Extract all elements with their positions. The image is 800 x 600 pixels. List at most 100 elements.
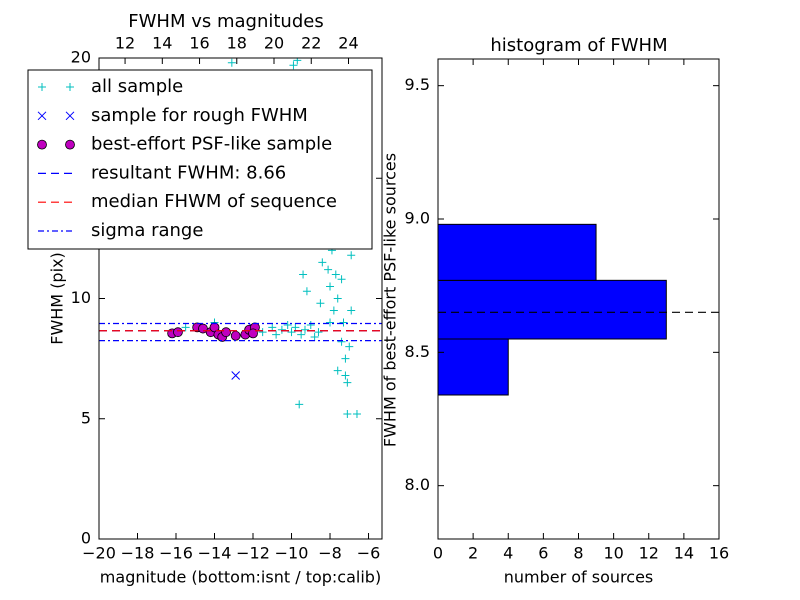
x-tick-label: −16 <box>159 544 193 563</box>
x-tick-label: 0 <box>433 544 443 563</box>
x-tick-label: 2 <box>468 544 478 563</box>
legend-label: median FHWM of sequence <box>91 191 337 212</box>
point <box>341 371 350 380</box>
point <box>347 306 356 315</box>
legend-label: resultant FWHM: 8.66 <box>91 162 286 183</box>
point <box>343 409 352 418</box>
point <box>324 265 333 274</box>
plot-layer <box>438 223 719 396</box>
y-tick-label: 8.5 <box>405 342 430 361</box>
point <box>283 320 292 329</box>
point <box>329 306 338 315</box>
point <box>345 342 354 351</box>
point <box>337 275 346 284</box>
point <box>310 332 319 341</box>
point <box>297 330 306 339</box>
point <box>293 58 302 65</box>
x-tick-label: −12 <box>236 544 270 563</box>
point <box>337 337 346 346</box>
hist-bar <box>438 223 597 281</box>
point <box>299 270 308 279</box>
legend-marker <box>65 139 75 150</box>
x-tick-label: −18 <box>121 544 155 563</box>
x2-tick-label: 22 <box>301 34 321 53</box>
point <box>331 270 340 279</box>
x-tick-label: 14 <box>674 544 694 563</box>
x-tick-label: 10 <box>603 544 623 563</box>
point <box>181 323 190 332</box>
chart-title: FWHM vs magnitudes <box>128 11 323 32</box>
point <box>333 294 342 303</box>
x-tick-label: 4 <box>503 544 513 563</box>
point <box>231 371 241 380</box>
legend-label: all sample <box>91 76 183 97</box>
point <box>230 330 241 341</box>
x-tick-label: −14 <box>198 544 232 563</box>
chart-title: histogram of FWHM <box>490 35 667 56</box>
point <box>272 330 281 339</box>
point <box>287 328 296 337</box>
legend-label: sigma range <box>91 220 203 241</box>
legend-marker <box>65 111 75 121</box>
point <box>291 323 300 332</box>
point <box>302 287 311 296</box>
point <box>221 327 231 338</box>
x2-tick-label: 20 <box>264 34 284 53</box>
x2-tick-label: 24 <box>338 34 358 53</box>
point <box>277 325 286 334</box>
x2-tick-label: 14 <box>152 34 172 53</box>
y-tick-label: 0 <box>81 529 91 548</box>
x-tick-label: −6 <box>357 544 381 563</box>
point <box>289 61 298 70</box>
point <box>339 318 348 327</box>
x-tick-label: −10 <box>275 544 309 563</box>
point <box>258 328 267 337</box>
y-tick-label: 5 <box>81 408 91 427</box>
x-tick-label: 8 <box>573 544 583 563</box>
y-tick-label: 8.0 <box>405 475 430 494</box>
legend-marker <box>37 111 47 121</box>
point <box>227 58 236 67</box>
point <box>326 318 335 327</box>
plot-layer <box>99 58 382 418</box>
point <box>314 328 323 337</box>
x-tick-label: −8 <box>318 544 342 563</box>
y-tick-label: 20 <box>71 48 91 67</box>
x-tick-label: 16 <box>709 544 729 563</box>
legend-box <box>27 69 373 250</box>
point <box>352 409 361 418</box>
point <box>318 258 327 267</box>
y-axis-label: FWHM (pix) <box>48 252 67 345</box>
x2-tick-label: 18 <box>227 34 247 53</box>
point <box>173 327 183 338</box>
point <box>347 251 356 260</box>
point <box>341 354 350 363</box>
legend-label: best-effort PSF-like sample <box>91 134 332 155</box>
point <box>316 299 325 308</box>
y-axis-label: FWHM of best-effort PSF-like sources <box>381 153 400 447</box>
x-tick-label: 6 <box>538 544 548 563</box>
legend-marker <box>38 83 46 91</box>
x-axis-label: magnitude (bottom:isnt / top:calib) <box>100 568 381 587</box>
legend-label: sample for rough FWHM <box>91 105 308 126</box>
y-tick-label: 9.5 <box>405 75 430 94</box>
point <box>343 378 352 387</box>
x-tick-label: 12 <box>639 544 659 563</box>
point <box>306 320 315 329</box>
point <box>300 325 309 334</box>
point <box>295 400 304 409</box>
x-axis-label: number of sources <box>504 568 654 587</box>
legend-marker <box>37 139 47 150</box>
point <box>326 282 335 291</box>
x-tick-label: −20 <box>82 544 116 563</box>
y-tick-label: 10 <box>71 288 91 307</box>
point <box>333 366 342 375</box>
legend-marker <box>66 83 74 91</box>
x2-tick-label: 16 <box>189 34 209 53</box>
hist-bar <box>438 279 667 340</box>
x2-tick-label: 12 <box>115 34 135 53</box>
hist-bar <box>438 338 509 396</box>
y-tick-label: 9.0 <box>405 209 430 228</box>
point <box>268 323 277 332</box>
